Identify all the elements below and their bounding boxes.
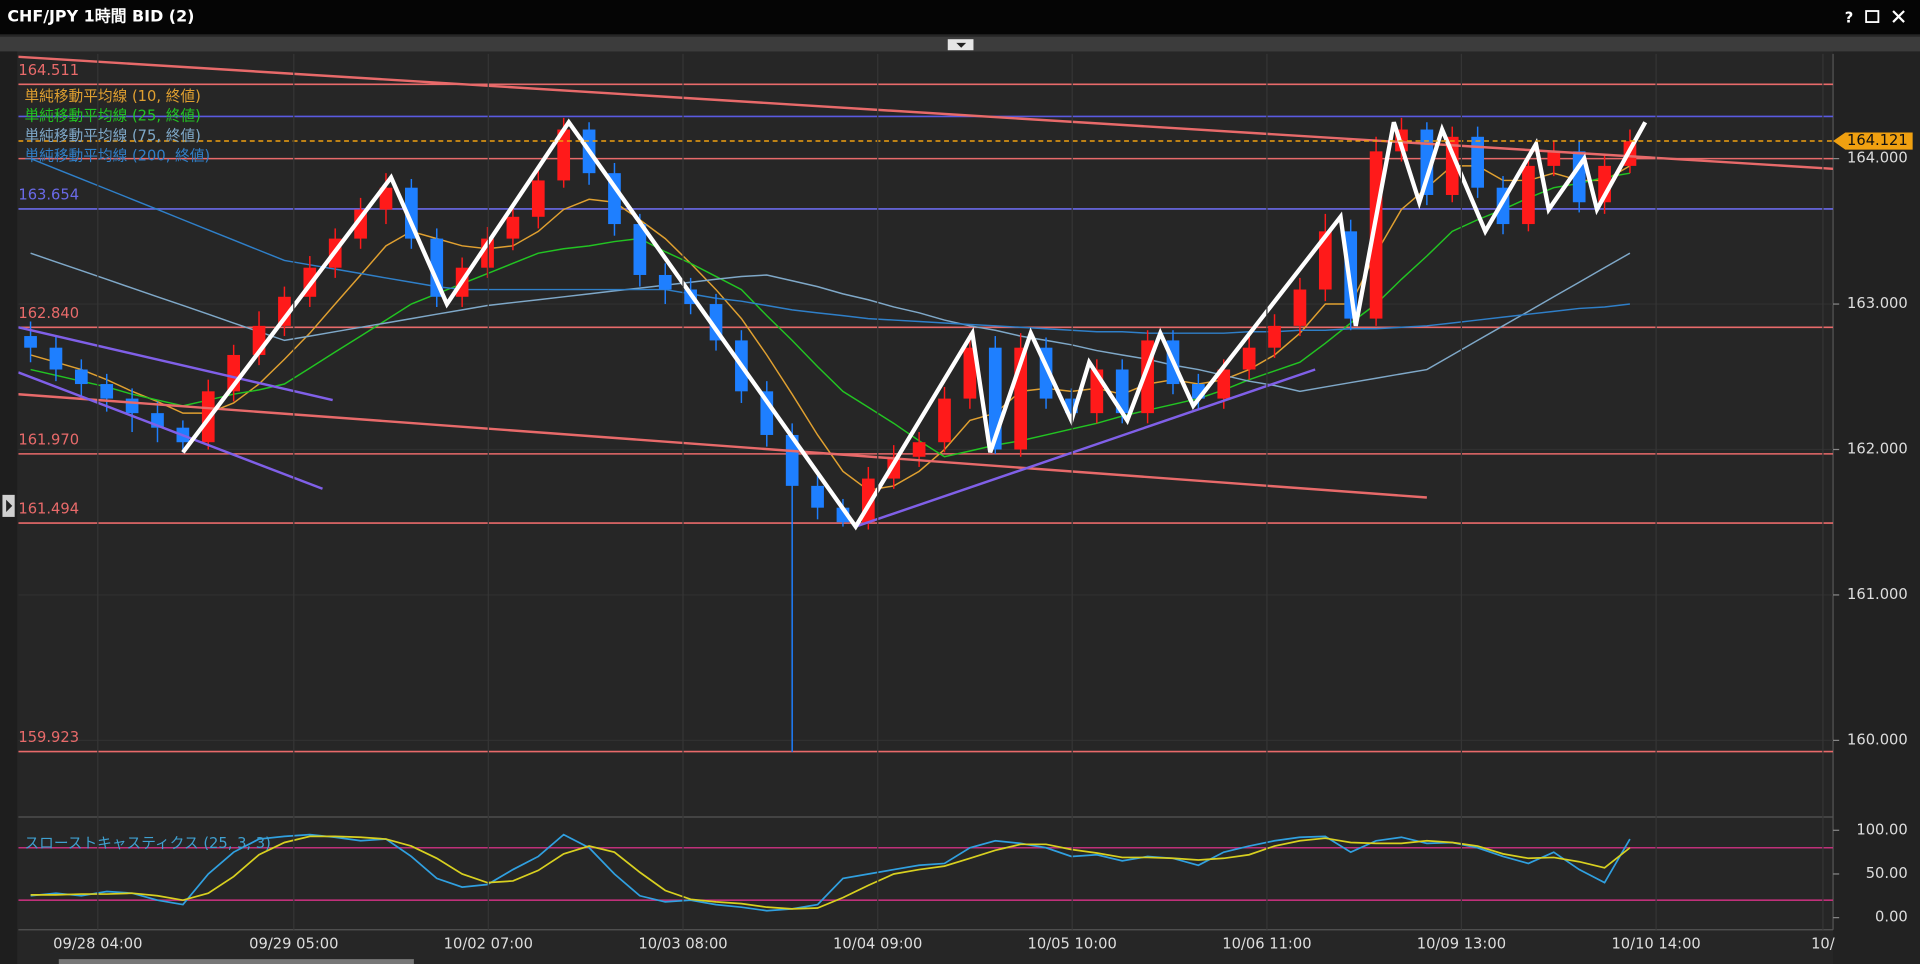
x-tick-label: 10/05 10:00 [1028, 935, 1117, 952]
candle-body [1293, 289, 1307, 326]
candle-body [278, 296, 291, 326]
price-axis-area [1833, 51, 1920, 964]
candle-body [1522, 165, 1535, 225]
price-level-label: 162.840 [18, 305, 79, 322]
price-plot [18, 55, 1834, 753]
price-level-label: 159.923 [18, 729, 79, 746]
candle-body [912, 442, 926, 457]
candle-body [608, 173, 621, 225]
trendline [855, 368, 1316, 528]
candle-body [1217, 369, 1231, 399]
side-panel-arrow [6, 499, 13, 513]
y-tick-label: 164.000 [1847, 150, 1908, 167]
legend-entry: 単純移動平均線 (25, 終値) [24, 108, 200, 125]
candle-body [125, 398, 139, 414]
overlay: 09/28 04:00 09/29 05:00 10/02 07:00 10/03 0… [18, 53, 1913, 952]
candle-body [379, 187, 393, 210]
y-tick-label: 100.00 [1856, 821, 1907, 838]
scrollbar-thumb[interactable] [58, 959, 414, 964]
x-tick-label: 10/03 08:00 [638, 935, 727, 952]
candle-body [1471, 136, 1484, 188]
maximize-button[interactable] [1865, 10, 1880, 23]
candle-body [963, 347, 977, 399]
y-tick-label: 163.000 [1847, 295, 1908, 312]
candle-body [1420, 129, 1434, 195]
candle-body [658, 274, 672, 290]
trendline [18, 393, 1427, 499]
stochastic-line [30, 833, 1631, 912]
moving-average-line [30, 172, 1631, 458]
candle-body [506, 216, 520, 239]
legend-entry: 単純移動平均線 (75, 終値) [24, 128, 200, 145]
price-level-label: 164.511 [18, 62, 79, 79]
y-tick-label: 0.00 [1875, 909, 1908, 926]
stochastic-plot [18, 833, 1834, 912]
price-level-label: 161.494 [18, 501, 79, 518]
candle-body [1318, 231, 1332, 290]
candle-body [49, 347, 63, 370]
candle-body [938, 398, 951, 443]
x-tick-label: 10/ [1811, 935, 1835, 952]
moving-average-line [30, 157, 1631, 334]
x-tick-label: 10/04 09:00 [833, 935, 922, 952]
candle-body [785, 434, 799, 486]
title-bar [0, 0, 1920, 35]
current-price-tag [1833, 132, 1913, 150]
stochastic-line [30, 835, 1631, 910]
x-tick-label: 10/02 07:00 [444, 935, 533, 952]
candle-body [811, 485, 824, 508]
price-level-label: 161.970 [18, 431, 79, 448]
candle-body [531, 180, 545, 217]
y-tick-label: 160.000 [1847, 731, 1908, 748]
x-tick-label: 09/29 05:00 [249, 935, 338, 952]
x-tick-label: 09/28 04:00 [53, 935, 142, 952]
close-button[interactable] [1892, 10, 1905, 23]
candle-body [24, 336, 37, 348]
trendline [18, 326, 333, 402]
toolbar-toggle-arrow [956, 42, 967, 48]
current-price-label: 164.121 [1847, 132, 1908, 149]
candle-body [1268, 325, 1281, 348]
trendline [18, 371, 323, 490]
y-tick-label: 161.000 [1847, 586, 1908, 603]
zigzag-line [181, 118, 1648, 531]
candle-body [100, 384, 114, 399]
legend-entry: 単純移動平均線 (10, 終値) [24, 88, 200, 105]
x-tick-label: 10/09 13:00 [1417, 935, 1506, 952]
candle-body [633, 224, 647, 275]
candle-body [1547, 151, 1561, 166]
candle-body [430, 238, 444, 297]
moving-average-line [30, 252, 1631, 393]
y-tick-label: 50.00 [1866, 865, 1908, 882]
candle-body [557, 129, 571, 181]
help-button[interactable]: ? [1845, 9, 1854, 26]
window-title: CHF/JPY 1時間 BID (2) [7, 7, 194, 26]
price-level-label: 163.654 [18, 186, 79, 203]
x-tick-label: 10/06 11:00 [1222, 935, 1311, 952]
legend-entry: 単純移動平均線 (200, 終値) [24, 148, 210, 165]
x-tick-label: 10/10 14:00 [1611, 935, 1700, 952]
candle-body [74, 369, 88, 385]
candle-body [1115, 369, 1129, 414]
stochastic-title: スローストキャスティクス (25, 3, 3) [24, 835, 270, 852]
candle-body [1242, 347, 1256, 370]
y-tick-label: 162.000 [1847, 440, 1908, 457]
